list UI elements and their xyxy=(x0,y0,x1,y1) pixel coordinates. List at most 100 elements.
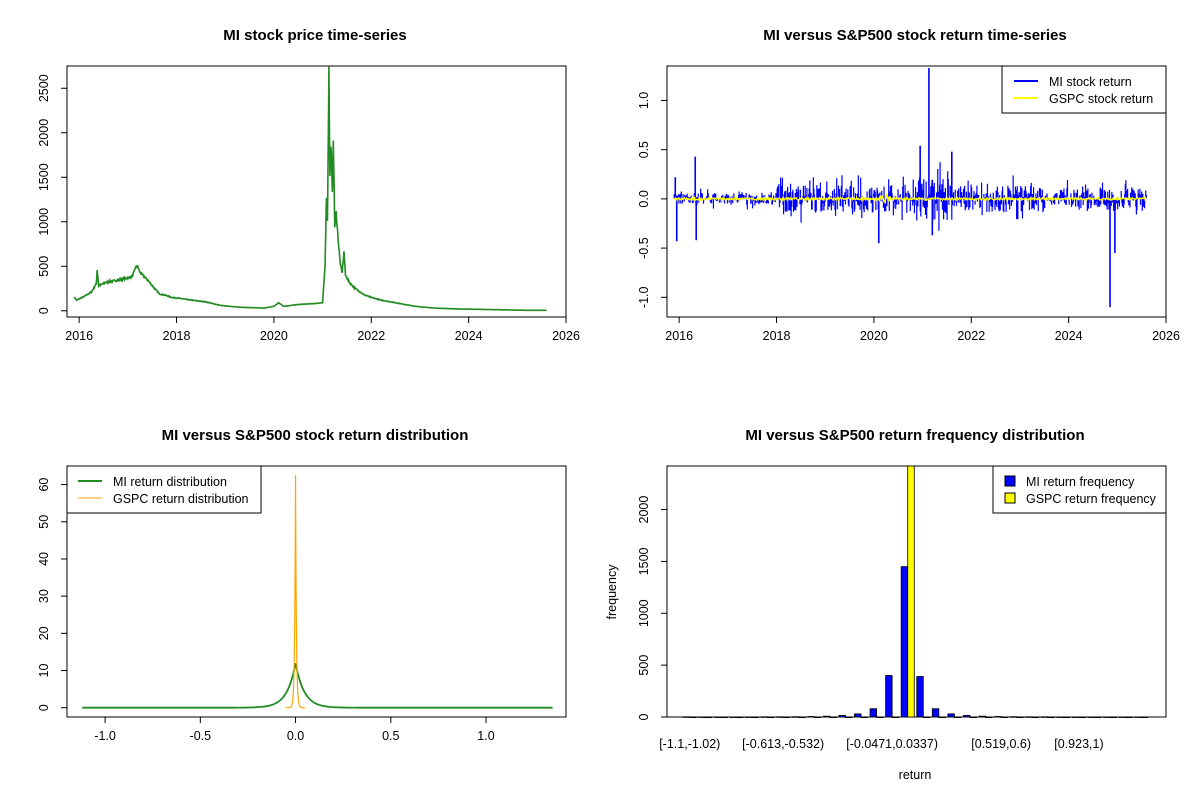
legend-swatch-gspc-frequency xyxy=(1004,492,1016,504)
mi-frequency-bar xyxy=(1009,716,1018,718)
x-category-label: [0.519,0.6) xyxy=(971,737,1031,751)
plot-frame-1 xyxy=(66,65,567,318)
x-tick-label: 2026 xyxy=(552,329,580,343)
mi-frequency-bar xyxy=(1118,716,1127,718)
x-tick-label: 2024 xyxy=(1055,329,1083,343)
gspc-frequency-bar xyxy=(689,716,697,719)
mi-frequency-bar xyxy=(978,715,986,718)
x-category-labels-4: [-1.1,-1.02) [-0.613,-0.532) [-0.0471,0.03… xyxy=(659,737,1103,751)
mi-frequency-bar xyxy=(900,566,909,718)
legend-4: MI return frequency GSPC return frequenc… xyxy=(992,465,1167,514)
x-ticks-1: 2016 2018 2020 2022 2024 2026 xyxy=(65,316,580,343)
mi-return-bars xyxy=(673,162,1147,231)
y-tick-label: 30 xyxy=(37,589,51,603)
chart-title-3: MI versus S&P500 stock return distributi… xyxy=(162,427,469,444)
x-category-label: [-0.613,-0.532) xyxy=(742,737,824,751)
mi-frequency-bar xyxy=(1087,716,1095,718)
gspc-frequency-bar xyxy=(782,716,791,719)
y-ticks-2: -1.0 -0.5 0.0 0.5 1.0 xyxy=(637,92,668,308)
mi-frequency-bar xyxy=(1072,716,1080,718)
mi-frequency-bar xyxy=(916,676,924,718)
mi-frequency-bar xyxy=(963,715,971,718)
y-ticks-3: 0 10 20 30 40 50 60 xyxy=(37,478,68,711)
mi-density-line xyxy=(82,663,553,709)
gspc-frequency-bar xyxy=(1031,716,1040,719)
y-tick-label: 2500 xyxy=(37,74,51,102)
mi-frequency-bar xyxy=(776,716,784,718)
x-category-label: [-1.1,-1.02) xyxy=(659,737,720,751)
gspc-frequency-bar xyxy=(829,716,837,719)
mi-frequency-bar xyxy=(682,716,691,718)
x-tick-label: 2022 xyxy=(357,329,385,343)
x-ticks-3: -1.0 -0.5 0.0 0.5 1.0 xyxy=(94,716,495,743)
x-tick-label: 2024 xyxy=(455,329,483,343)
legend-swatch-mi-frequency xyxy=(1004,475,1016,487)
gspc-frequency-bar xyxy=(907,465,915,718)
chart-title-1: MI stock price time-series xyxy=(223,27,406,44)
y-tick-label: 50 xyxy=(37,515,51,529)
gspc-frequency-bar xyxy=(969,716,977,719)
x-ticks-2: 2016 2018 2020 2022 2024 2026 xyxy=(665,316,1180,343)
gspc-frequency-bar xyxy=(1047,716,1055,719)
gspc-frequency-bar xyxy=(720,716,728,719)
gspc-frequency-bar xyxy=(985,716,993,719)
gspc-frequency-bar xyxy=(751,716,759,719)
panel-price-timeseries: MI stock price time-series 2016 2018 2020 2… xyxy=(37,27,580,343)
mi-frequency-bar xyxy=(807,716,815,718)
chart-title-2: MI versus S&P500 stock return time-serie… xyxy=(763,27,1066,44)
legend-label-mi-return: MI stock return xyxy=(1049,75,1132,89)
mi-frequency-bar xyxy=(713,716,722,718)
y-tick-label: 0.5 xyxy=(637,141,651,158)
x-tick-label: 0.5 xyxy=(382,729,399,743)
gspc-frequency-bar xyxy=(736,716,744,719)
mi-frequency-bar xyxy=(838,715,846,718)
y-tick-label: 0.0 xyxy=(637,190,651,207)
y-tick-label: 500 xyxy=(37,256,51,277)
series-densities xyxy=(82,475,553,709)
x-tick-label: 2016 xyxy=(65,329,93,343)
x-tick-label: 0.0 xyxy=(287,729,304,743)
y-tick-label: 1.0 xyxy=(637,92,651,109)
gspc-frequency-bar xyxy=(1140,716,1149,719)
price-line xyxy=(73,66,547,312)
series-price xyxy=(73,66,547,312)
panel-return-histogram: MI versus S&P500 return frequency distri… xyxy=(605,427,1167,782)
y-tick-label: 0 xyxy=(37,704,51,711)
series-returns xyxy=(673,67,1147,308)
gspc-frequency-bar xyxy=(813,716,822,719)
gspc-frequency-bar xyxy=(1016,716,1024,719)
legend-label-mi-distribution: MI return distribution xyxy=(113,475,227,489)
mi-frequency-bar xyxy=(854,713,862,718)
legend-label-gspc-return: GSPC stock return xyxy=(1049,92,1153,106)
x-tick-label: 2016 xyxy=(665,329,693,343)
histogram-bars xyxy=(682,465,1149,719)
legend-3: MI return distribution GSPC return distr… xyxy=(66,465,262,514)
y-ticks-4: 0 500 1000 1500 2000 xyxy=(637,496,668,720)
y-ticks-1: 0 500 1000 1500 2000 2500 xyxy=(37,74,68,314)
x-axis-label-4: return xyxy=(899,768,932,782)
gspc-frequency-bar xyxy=(1000,716,1009,719)
mi-frequency-bar xyxy=(869,708,877,718)
y-tick-label: -0.5 xyxy=(637,237,651,259)
panel-return-distribution: MI versus S&P500 stock return distributi… xyxy=(37,427,567,743)
legend-box-3 xyxy=(66,465,262,514)
legend-label-mi-frequency: MI return frequency xyxy=(1026,475,1135,489)
mi-frequency-bar xyxy=(1103,716,1111,718)
mi-frequency-bar xyxy=(698,716,706,718)
gspc-frequency-bar xyxy=(1109,716,1118,719)
panel-return-timeseries: MI versus S&P500 stock return time-serie… xyxy=(637,27,1180,343)
y-tick-label: 60 xyxy=(37,478,51,492)
x-category-label: [0.923,1) xyxy=(1054,737,1103,751)
chart-title-4: MI versus S&P500 return frequency distri… xyxy=(745,427,1084,444)
gspc-frequency-bar xyxy=(1062,716,1071,719)
mi-frequency-bar xyxy=(1056,716,1064,718)
y-tick-label: 1500 xyxy=(37,163,51,191)
x-tick-label: 2018 xyxy=(763,329,791,343)
y-tick-label: 1500 xyxy=(637,547,651,575)
gspc-frequency-bar xyxy=(798,716,806,719)
gspc-frequency-bar xyxy=(922,716,931,719)
gspc-density-line xyxy=(286,475,306,709)
gspc-frequency-bar xyxy=(1094,716,1102,719)
legend-label-gspc-distribution: GSPC return distribution xyxy=(113,492,249,506)
